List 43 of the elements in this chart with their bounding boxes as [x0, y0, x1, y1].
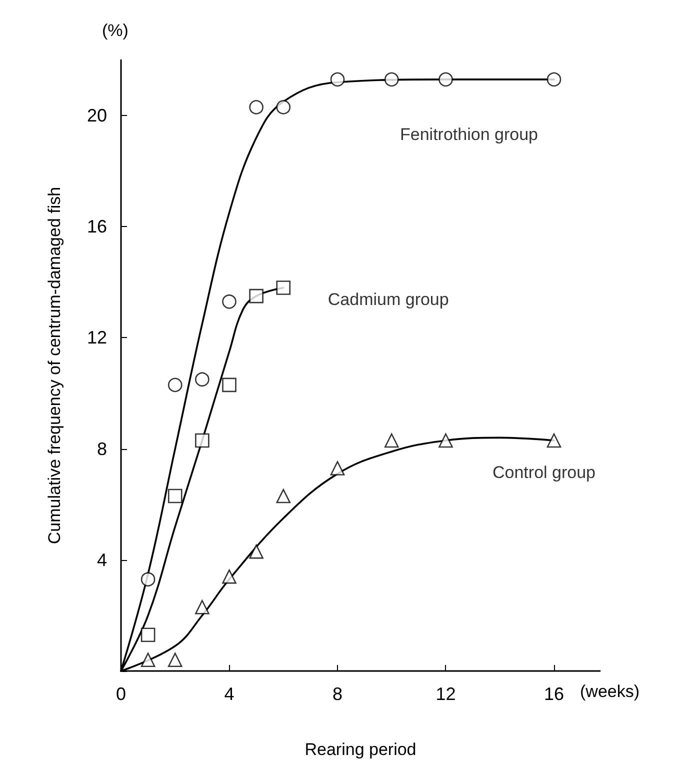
x-tick-label: 12	[436, 684, 456, 704]
y-tick-label: 8	[96, 438, 107, 459]
point	[546, 433, 562, 448]
point	[330, 72, 345, 87]
point	[140, 628, 156, 642]
x-tick-label: 4	[224, 684, 234, 704]
point	[276, 100, 291, 114]
point	[195, 372, 210, 387]
point	[276, 488, 291, 504]
point	[168, 652, 182, 668]
point	[222, 569, 236, 584]
point	[438, 433, 453, 448]
point	[195, 600, 210, 614]
x-tick-label: 0	[116, 684, 126, 704]
y-tick-label: 4	[96, 550, 107, 570]
point	[384, 72, 399, 87]
series-label: Control group	[492, 462, 596, 482]
point	[276, 280, 291, 295]
point	[140, 652, 156, 668]
x-tick-label: 16	[544, 684, 564, 704]
point	[249, 544, 264, 559]
text: Fenitrothion group	[400, 124, 538, 144]
point	[222, 378, 236, 392]
point	[140, 572, 156, 586]
text: (%)	[102, 21, 128, 40]
point	[222, 294, 236, 309]
point	[168, 378, 182, 392]
point	[546, 72, 562, 87]
point	[249, 288, 264, 304]
point	[438, 72, 453, 87]
text: (weeks)	[580, 682, 640, 701]
point	[384, 433, 399, 448]
point	[168, 488, 182, 504]
y-axis-title: Cumulative frequency of centrum-damaged fish	[45, 186, 64, 544]
point	[195, 433, 210, 448]
y-tick-label: 12	[86, 328, 107, 348]
y-tick-label: 16	[86, 216, 107, 237]
point	[249, 100, 264, 114]
x-tick-label: 8	[332, 684, 343, 704]
point	[330, 461, 345, 476]
x-axis-title: Rearing period	[304, 740, 416, 759]
y-tick-label: 20	[86, 106, 107, 126]
text: Cadmium group	[328, 290, 449, 310]
